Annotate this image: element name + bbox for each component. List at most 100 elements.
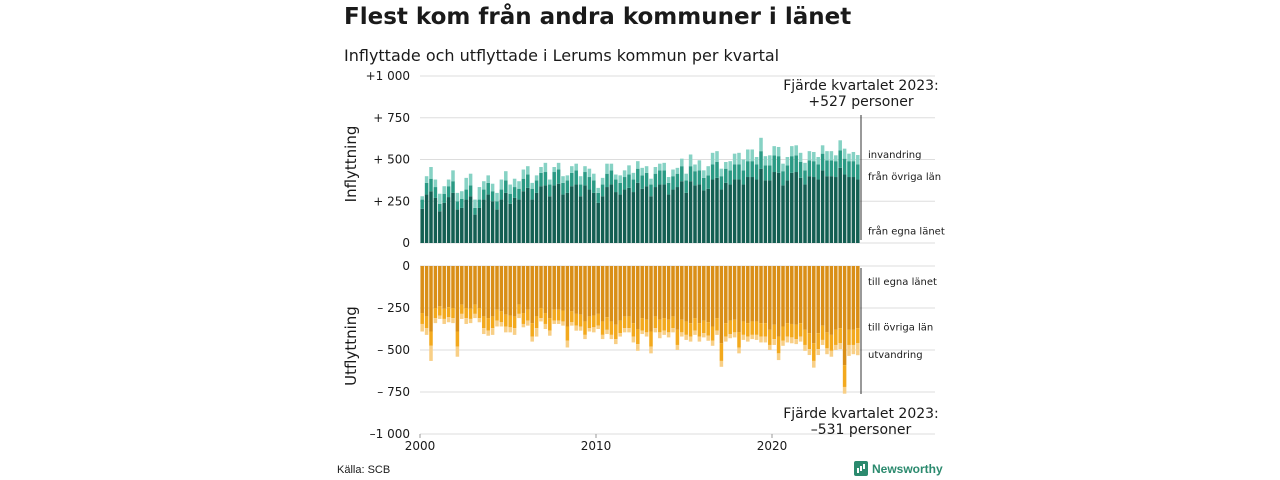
- inflow-bar: [543, 185, 548, 243]
- inflow-bar: [587, 168, 592, 178]
- outflow-bar: [592, 327, 596, 333]
- inflow-bar: [574, 163, 578, 171]
- inflow-bar: [671, 169, 675, 177]
- outflow-bar: [754, 266, 759, 322]
- outflow-bar: [741, 321, 746, 335]
- inflow-bar: [534, 180, 539, 193]
- inflow-bar: [521, 178, 526, 192]
- outflow-bar: [521, 323, 526, 328]
- inflow-bar: [776, 146, 781, 157]
- outflow-bar: [596, 313, 600, 326]
- outflow-bar: [548, 318, 552, 331]
- outflow-bar: [596, 266, 600, 314]
- inflow-bar: [644, 186, 649, 243]
- outflow-bar: [658, 319, 662, 333]
- outflow-bar: [539, 318, 543, 322]
- outflow-bar: [587, 316, 592, 329]
- inflow-bar: [592, 173, 596, 181]
- outflow-bar: [790, 266, 794, 324]
- outflow-bar: [820, 339, 825, 345]
- inflow-bar: [556, 169, 561, 184]
- outflow-bars: [420, 266, 860, 394]
- outflow-bar: [768, 344, 772, 350]
- outflow-bar: [442, 308, 446, 319]
- inflow-bar: [847, 177, 851, 243]
- outflow-bar: [605, 317, 609, 330]
- outflow-bar: [433, 318, 438, 324]
- x-tick-label: 2010: [581, 439, 612, 453]
- outflow-bar: [737, 347, 741, 354]
- outflow-bar: [455, 331, 460, 347]
- outflow-bar: [649, 266, 653, 332]
- outflow-bar: [631, 323, 636, 337]
- outflow-bar: [658, 266, 662, 320]
- outflow-bar: [438, 266, 442, 307]
- outflow-bar: [451, 308, 455, 319]
- inflow-bar: [829, 176, 834, 243]
- outflow-bar: [688, 323, 693, 337]
- outflow-bar: [693, 318, 697, 331]
- top-y-axis-label: Inflyttning: [342, 126, 360, 203]
- inflow-bar: [741, 159, 746, 171]
- inflow-bar: [468, 173, 473, 186]
- inflow-bar: [781, 171, 785, 186]
- outflow-bar: [737, 266, 741, 333]
- outflow-bar: [609, 266, 614, 322]
- inflow-bar: [842, 148, 847, 159]
- inflow-bar: [433, 187, 438, 198]
- inflow-bar: [834, 155, 838, 162]
- inflow-bar: [565, 175, 570, 181]
- inflow-bar: [420, 208, 424, 243]
- outflow-bar: [754, 334, 759, 340]
- outflow-bar: [495, 320, 499, 327]
- inflow-bar: [710, 179, 715, 243]
- outflow-bar: [543, 266, 548, 314]
- outflow-bar: [446, 307, 451, 318]
- inflow-bar: [842, 158, 847, 175]
- bottom-y-tick-label: – 750: [377, 385, 410, 399]
- inflow-bar: [710, 152, 715, 165]
- outflow-bar: [468, 318, 473, 324]
- inflow-bar: [424, 182, 429, 195]
- inflow-bar: [693, 164, 697, 172]
- inflow-bar: [583, 166, 587, 173]
- outflow-bar: [504, 326, 508, 333]
- inflow-bar: [732, 153, 737, 165]
- inflow-bar: [697, 160, 702, 171]
- inflow-bar: [622, 177, 627, 190]
- outflow-bar: [666, 266, 671, 320]
- inflow-bar: [455, 209, 460, 243]
- outflow-bar: [521, 266, 526, 314]
- inflow-bar: [649, 178, 653, 185]
- inflow-bar: [706, 175, 710, 189]
- inflow-bar: [798, 152, 803, 163]
- outflow-bar: [578, 266, 583, 315]
- inflow-bar: [754, 156, 759, 165]
- inflow-bar: [768, 155, 772, 166]
- outflow-bar: [834, 266, 838, 330]
- outflow-bar: [785, 323, 790, 337]
- inflow-bar: [763, 165, 768, 181]
- outflow-bar: [600, 334, 605, 340]
- series-label-till-egna-lanet: till egna länet: [868, 277, 937, 288]
- outflow-bar: [429, 266, 433, 332]
- inflow-bar: [517, 199, 521, 243]
- outflow-bar: [460, 313, 464, 319]
- inflow-bar: [732, 179, 737, 243]
- inflow-bar: [653, 187, 658, 243]
- inflow-bar: [442, 186, 446, 194]
- outflow-bar: [781, 326, 785, 341]
- outflow-bar: [618, 333, 622, 337]
- inflow-bar: [732, 164, 737, 180]
- inflow-bar: [517, 181, 521, 189]
- inflow-bar: [644, 172, 649, 187]
- inflow-bar: [526, 174, 530, 188]
- inflow-bar: [785, 156, 790, 166]
- outflow-bar: [578, 314, 583, 327]
- outflow-bar: [464, 318, 468, 324]
- outflow-bar: [737, 332, 741, 348]
- outflow-bar: [618, 266, 622, 321]
- inflow-bar: [825, 160, 829, 177]
- outflow-bar: [732, 332, 737, 338]
- inflow-bar: [609, 170, 614, 185]
